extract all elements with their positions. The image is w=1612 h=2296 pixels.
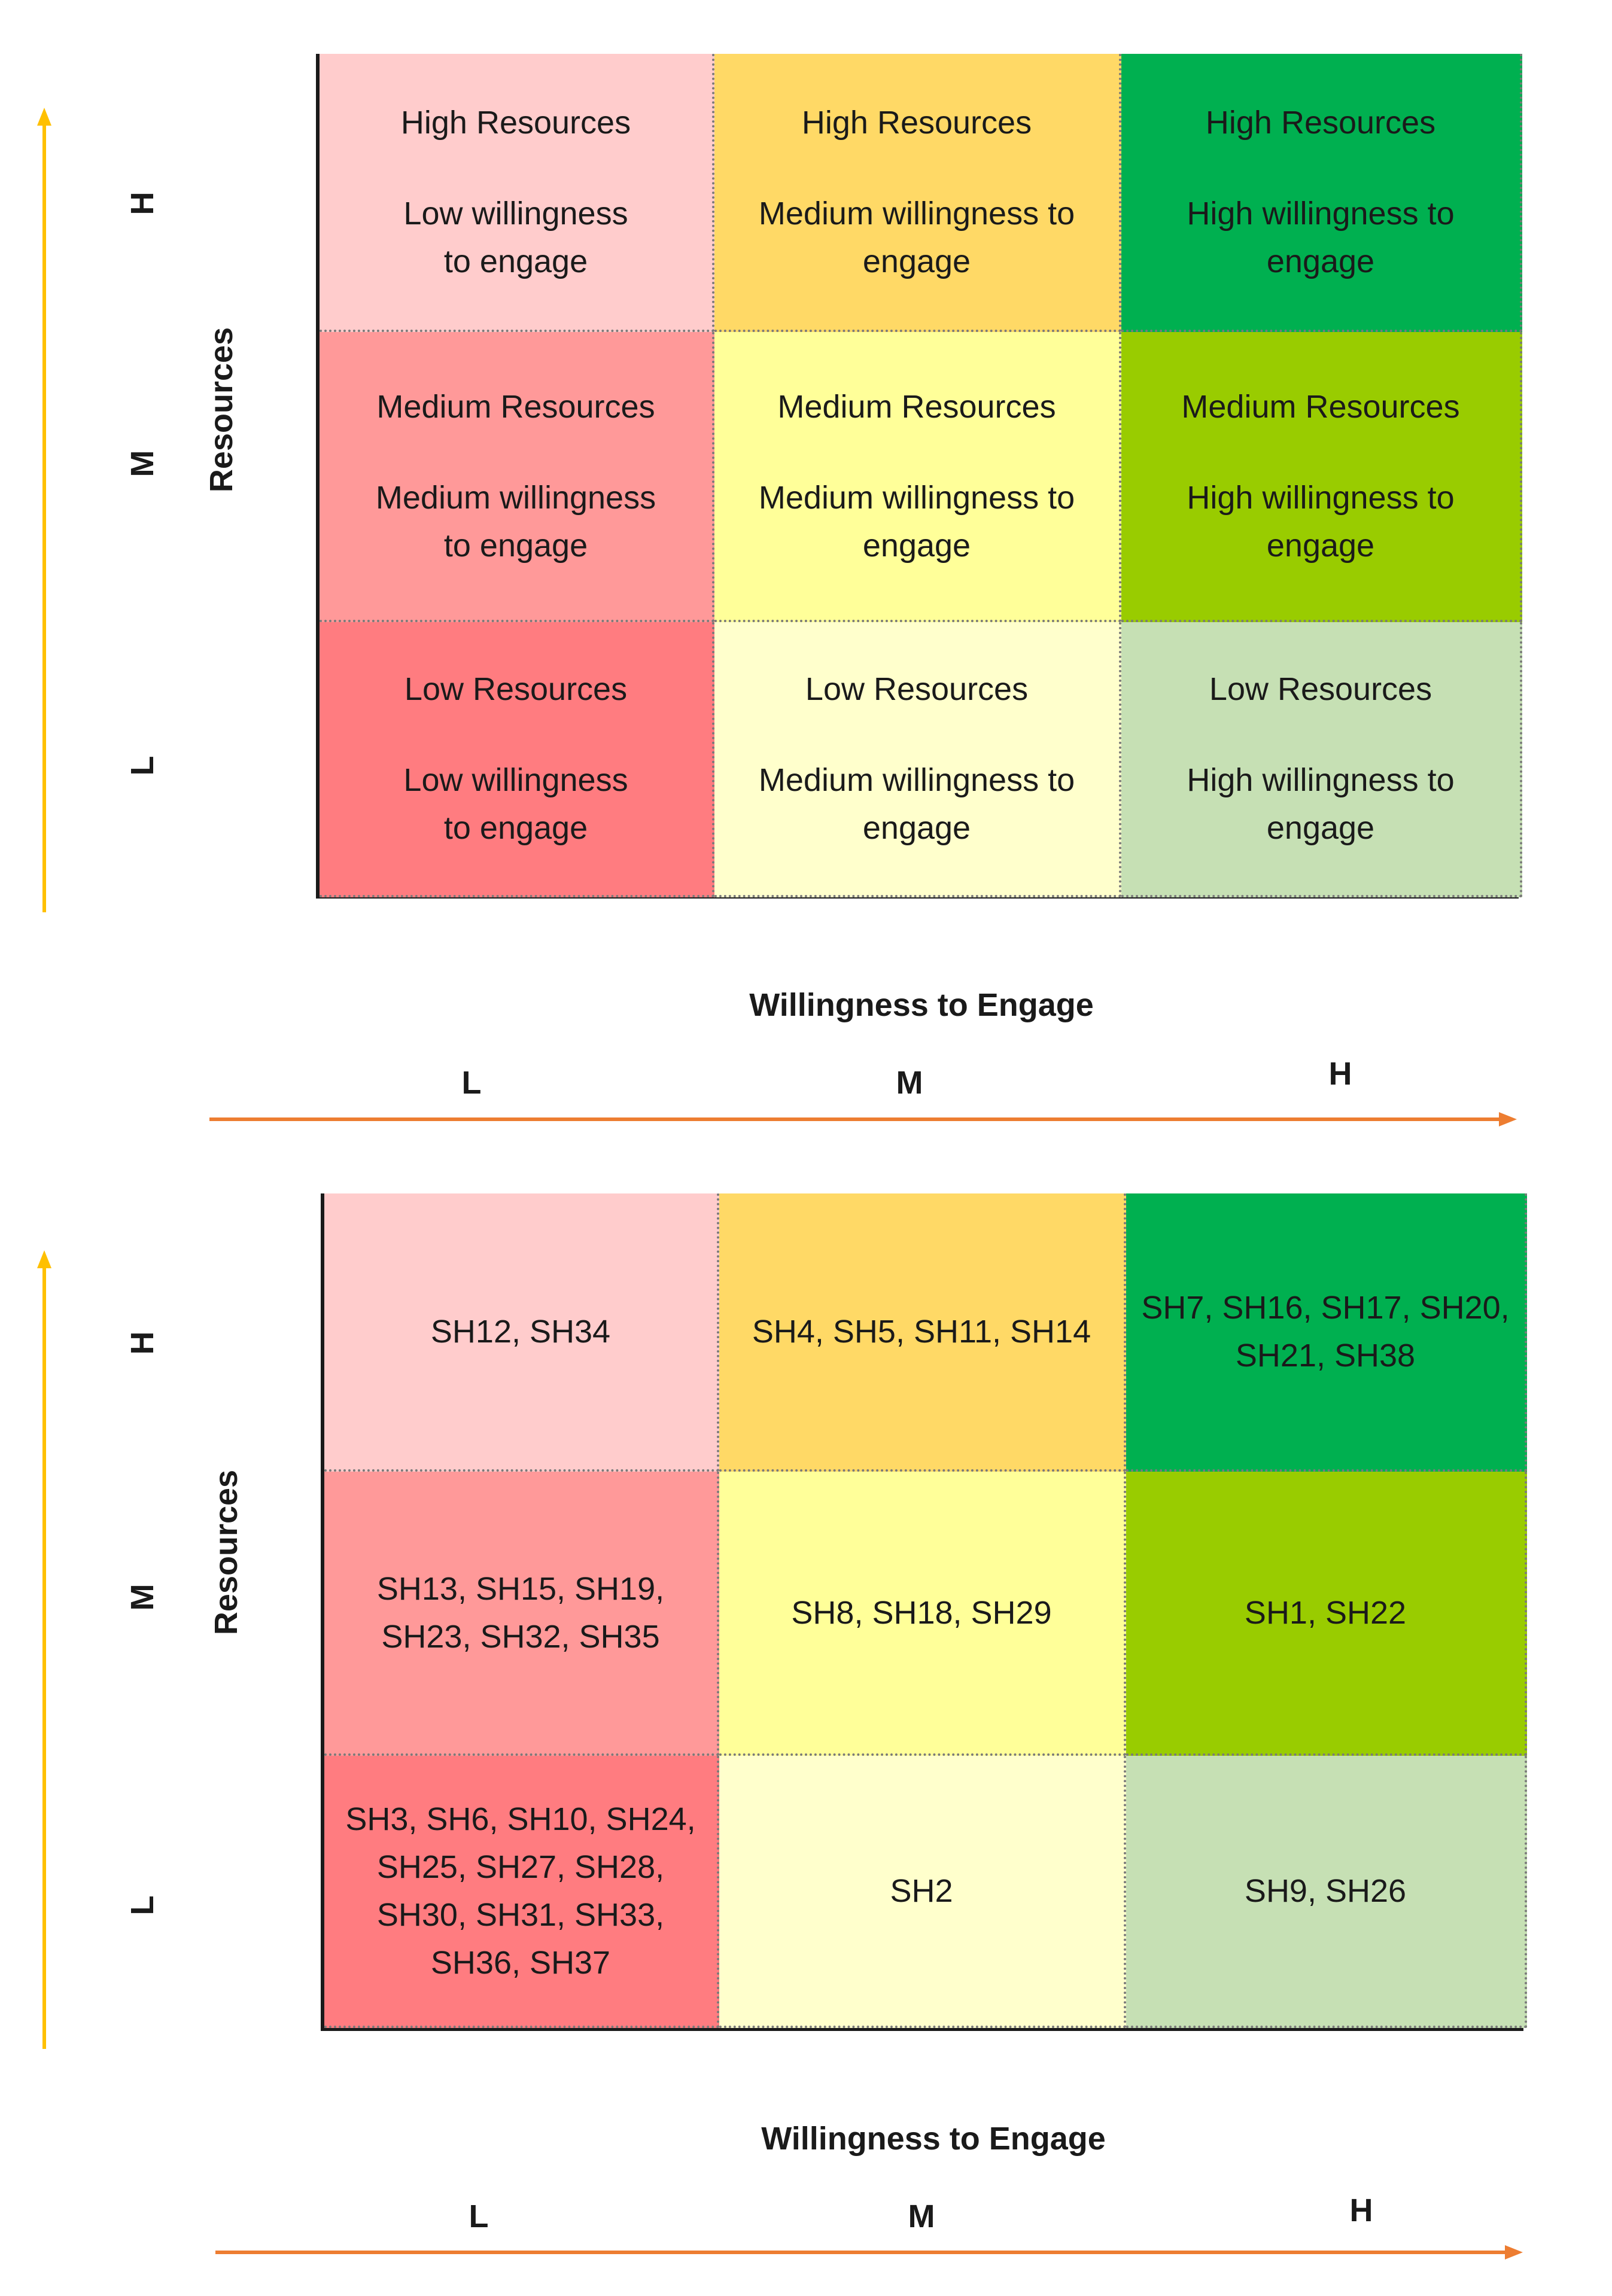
cell-resources-label: Medium Resources (1181, 388, 1460, 425)
x-tick-low: L (461, 1065, 482, 1101)
y-axis-frame (321, 1193, 324, 2031)
cell-resources-label: High Resources (400, 104, 631, 141)
cell-willingness-label: Low willingness to engage (403, 762, 628, 846)
cell-low-medium: Low Resources Medium willingness to enga… (714, 622, 1121, 897)
cell-medium-high: SH1, SH22 (1126, 1472, 1527, 1756)
cell-high-low: High Resources Low willingness to engage (320, 54, 714, 332)
cell-resources-label: Low Resources (805, 671, 1029, 707)
cell-resources-label: High Resources (1205, 104, 1436, 141)
cell-willingness-label: High willingness to engage (1187, 762, 1455, 846)
matrix-grid-descriptions: High Resources Low willingness to engage… (320, 54, 1522, 897)
cell-resources-label: Low Resources (1209, 671, 1432, 707)
stakeholder-ids: SH4, SH5, SH11, SH14 (752, 1313, 1091, 1350)
cell-medium-low: SH13, SH15, SH19, SH23, SH32, SH35 (324, 1472, 719, 1756)
cell-medium-low: Medium Resources Medium willingness to e… (320, 332, 714, 622)
stakeholder-ids: SH2 (890, 1872, 953, 1909)
y-axis-label: Resources (203, 327, 239, 493)
y-axis-arrow-head (37, 1250, 51, 1268)
cell-willingness-label: Medium willingness to engage (758, 762, 1075, 846)
stakeholder-ids: SH9, SH26 (1244, 1872, 1407, 1909)
y-axis-frame (316, 54, 320, 899)
matrix-panel-stakeholders: H M L Resources SH12, SH34 SH4, SH5, SH1… (0, 1137, 1612, 2296)
x-tick-medium: M (896, 1065, 923, 1101)
cell-willingness-label: Medium willingness to engage (758, 479, 1075, 564)
x-axis-arrow-line (209, 1117, 1502, 1121)
y-tick-medium: M (124, 450, 160, 477)
x-tick-low: L (469, 2198, 489, 2234)
cell-resources-label: Medium Resources (777, 388, 1056, 425)
stakeholder-ids: SH3, SH6, SH10, SH24, SH25, SH27, SH28, … (345, 1801, 696, 1981)
x-axis-arrow-head (1499, 1112, 1517, 1126)
cell-resources-label: Medium Resources (376, 388, 655, 425)
cell-willingness-label: High willingness to engage (1187, 195, 1455, 279)
cell-high-medium: High Resources Medium willingness to eng… (714, 54, 1121, 332)
matrix-grid-stakeholders: SH12, SH34 SH4, SH5, SH11, SH14 SH7, SH1… (324, 1193, 1527, 2028)
cell-medium-medium: Medium Resources Medium willingness to e… (714, 332, 1121, 622)
cell-willingness-label: Medium willingness to engage (375, 479, 656, 564)
cell-medium-medium: SH8, SH18, SH29 (719, 1472, 1126, 1756)
y-tick-high: H (124, 191, 160, 215)
y-axis-label: Resources (208, 1469, 244, 1636)
cell-resources-label: High Resources (801, 104, 1032, 141)
cell-high-low: SH12, SH34 (324, 1193, 719, 1472)
stakeholder-ids: SH13, SH15, SH19, SH23, SH32, SH35 (376, 1570, 665, 1655)
x-tick-medium: M (908, 2198, 935, 2234)
y-tick-low: L (124, 756, 160, 776)
cell-willingness-label: Low willingness to engage (403, 195, 628, 279)
x-axis-frame (321, 2027, 1523, 2031)
cell-resources-label: Low Resources (404, 671, 628, 707)
cell-low-low: SH3, SH6, SH10, SH24, SH25, SH27, SH28, … (324, 1756, 719, 2028)
y-tick-medium: M (124, 1584, 160, 1611)
cell-medium-high: Medium Resources High willingness to eng… (1121, 332, 1522, 622)
x-axis-arrow-head (1505, 2245, 1523, 2260)
cell-willingness-label: High willingness to engage (1187, 479, 1455, 564)
cell-high-high: SH7, SH16, SH17, SH20, SH21, SH38 (1126, 1193, 1527, 1472)
cell-willingness-label: Medium willingness to engage (758, 195, 1075, 279)
y-axis-arrow-line (42, 1265, 46, 2049)
x-axis-arrow-line (215, 2251, 1508, 2254)
stakeholder-ids: SH7, SH16, SH17, SH20, SH21, SH38 (1141, 1289, 1510, 1374)
cell-low-high: Low Resources High willingness to engage (1121, 622, 1522, 897)
y-tick-low: L (124, 1895, 160, 1916)
stakeholder-ids: SH12, SH34 (430, 1313, 611, 1350)
y-tick-high: H (124, 1331, 160, 1355)
cell-low-medium: SH2 (719, 1756, 1126, 2028)
cell-high-medium: SH4, SH5, SH11, SH14 (719, 1193, 1126, 1472)
y-axis-arrow-line (42, 123, 46, 912)
x-tick-high: H (1328, 1056, 1352, 1092)
cell-low-low: Low Resources Low willingness to engage (320, 622, 714, 897)
cell-high-high: High Resources High willingness to engag… (1121, 54, 1522, 332)
x-tick-high: H (1349, 2193, 1373, 2228)
stakeholder-ids: SH8, SH18, SH29 (791, 1594, 1052, 1631)
x-axis-label: Willingness to Engage (749, 987, 1094, 1023)
cell-low-high: SH9, SH26 (1126, 1756, 1527, 2028)
x-axis-label: Willingness to Engage (761, 2121, 1106, 2157)
y-axis-arrow-head (37, 108, 51, 126)
stakeholder-ids: SH1, SH22 (1244, 1594, 1407, 1631)
matrix-panel-descriptions: H M L Resources High Resources Low willi… (0, 0, 1612, 1137)
